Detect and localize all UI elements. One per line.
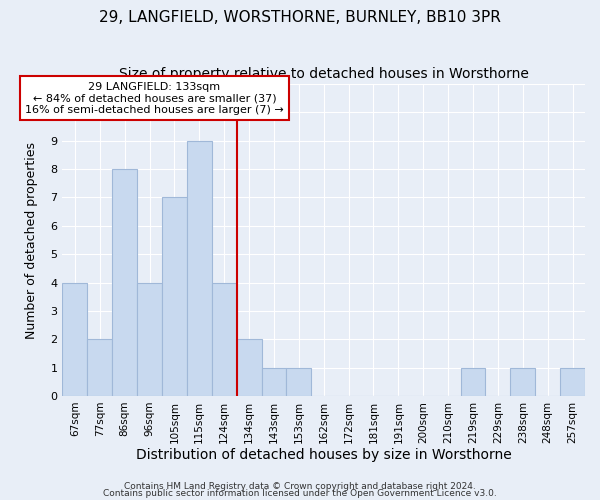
Text: Contains public sector information licensed under the Open Government Licence v3: Contains public sector information licen…: [103, 490, 497, 498]
Text: Contains HM Land Registry data © Crown copyright and database right 2024.: Contains HM Land Registry data © Crown c…: [124, 482, 476, 491]
Bar: [262, 368, 286, 396]
Y-axis label: Number of detached properties: Number of detached properties: [25, 142, 38, 338]
Bar: [511, 368, 535, 396]
Bar: [62, 282, 88, 396]
Bar: [88, 339, 112, 396]
Text: 29, LANGFIELD, WORSTHORNE, BURNLEY, BB10 3PR: 29, LANGFIELD, WORSTHORNE, BURNLEY, BB10…: [99, 10, 501, 25]
Bar: [286, 368, 311, 396]
Title: Size of property relative to detached houses in Worsthorne: Size of property relative to detached ho…: [119, 68, 529, 82]
Text: 29 LANGFIELD: 133sqm
← 84% of detached houses are smaller (37)
16% of semi-detac: 29 LANGFIELD: 133sqm ← 84% of detached h…: [25, 82, 284, 115]
Bar: [212, 282, 236, 396]
Bar: [236, 339, 262, 396]
Bar: [461, 368, 485, 396]
Bar: [560, 368, 585, 396]
Bar: [112, 169, 137, 396]
X-axis label: Distribution of detached houses by size in Worsthorne: Distribution of detached houses by size …: [136, 448, 512, 462]
Bar: [162, 198, 187, 396]
Bar: [137, 282, 162, 396]
Bar: [187, 141, 212, 396]
